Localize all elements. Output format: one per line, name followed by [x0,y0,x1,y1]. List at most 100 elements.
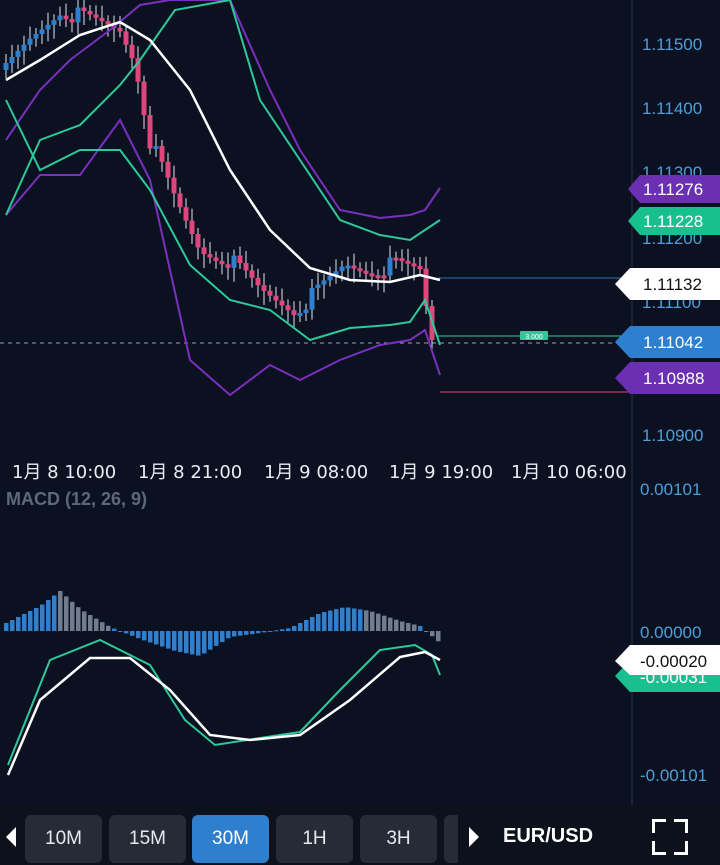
candle-body [357,268,363,272]
candle-body [33,34,39,39]
macd-histogram-bar [250,631,255,635]
macd-histogram-bar [346,607,351,631]
candle-body [57,15,63,21]
macd-histogram-bar [424,631,429,632]
candle-body [225,264,231,268]
candle-body [375,275,381,279]
timeframe-button-3h[interactable]: 3H [360,815,437,863]
candle-body [189,220,195,234]
macd-histogram-bar [184,631,189,654]
candle-body [63,15,69,19]
candle-body [213,257,219,261]
macd-histogram-bar [238,631,243,636]
timeframe-button-partial[interactable] [444,815,458,863]
macd-histogram-bar [136,631,141,639]
macd-histogram-bar [88,615,93,631]
candle-body [279,300,285,306]
macd-histogram-bar [166,631,171,649]
macd-histogram-bar [274,630,279,632]
macd-histogram-bar [106,625,111,631]
timeframe-button-10m[interactable]: 10M [25,815,102,863]
macd-histogram-bar [148,631,153,643]
time-axis-label: 1月 9 19:00 [389,462,493,483]
macd-histogram-bar [142,631,147,641]
macd-histogram-bar [310,617,315,631]
candle-body [309,288,315,310]
fullscreen-icon[interactable] [652,819,688,855]
candle-body [405,260,411,264]
candle-body [387,257,393,276]
macd-histogram-bar [10,620,15,631]
macd-signal-line [6,650,441,776]
macd-histogram-bar [268,631,273,632]
candle-body [417,266,423,269]
svg-text:1.11132: 1.11132 [643,275,702,294]
macd-histogram-bar [388,617,393,631]
macd-histogram-bar [202,631,207,654]
candle-body [9,56,15,63]
chart-area[interactable]: 3.000 1.11500 1.11400 1.11300 1.11200 1.… [0,0,720,805]
candle-body [171,177,177,194]
macd-histogram-bar [172,631,177,651]
macd-histogram-bar [400,621,405,631]
macd-lines [6,638,441,776]
candle-body [315,284,321,288]
macd-histogram-bar [58,591,63,631]
timeframe-toolbar: 10M 15M 30M 1H 3H EUR/USD [0,805,720,865]
macd-histogram-bar [262,631,267,633]
macd-histogram-bar [304,620,309,631]
scroll-left-arrow-icon[interactable] [6,827,16,847]
svg-text:1.11276: 1.11276 [643,180,703,199]
macd-histogram-bar [70,601,75,631]
macd-histogram-bar [316,614,321,631]
candle-body [135,58,141,82]
candle-body [423,268,429,306]
macd-histogram-bar [382,615,387,631]
macd-histogram-bar [376,613,381,631]
candle-body [231,255,237,268]
candle-body [243,263,249,271]
macd-histogram-bar [244,631,249,635]
macd-histogram-bar [406,623,411,631]
candle-body [165,161,171,178]
order-marker[interactable] [520,331,548,340]
macd-histogram-bar [28,611,33,631]
currency-pair-label[interactable]: EUR/USD [503,825,594,847]
bb-lower-inner-line [5,99,441,346]
macd-histogram-bar [112,628,117,631]
candle-body [267,290,273,296]
timeframe-button-15m[interactable]: 15M [109,815,186,863]
candle-body [123,31,129,45]
candle-body [195,234,201,248]
macd-histogram-bar [100,622,105,631]
macd-histogram-bar [280,629,285,631]
price-tag-bb-lower: 1.10988 [615,362,720,394]
candle-body [99,17,105,22]
candle-body [303,309,309,313]
candle-body [81,7,87,11]
scroll-right-arrow-icon[interactable] [469,827,479,847]
candle-body [273,295,279,301]
price-chart-svg[interactable]: 3.000 1.11500 1.11400 1.11300 1.11200 1.… [0,0,720,805]
macd-histogram-bar [256,631,261,634]
timeframe-button-1h[interactable]: 1H [276,815,353,863]
candle-body [339,266,345,272]
macd-histogram-bar [208,631,213,650]
candle-body [177,193,183,208]
candle-body [255,277,261,286]
time-axis-label: 1月 9 08:00 [264,462,368,483]
candle-body [69,19,75,23]
time-axis-label: 1月 10 06:00 [511,462,627,483]
timeframe-button-30m[interactable]: 30M [192,815,269,863]
macd-histogram-bar [322,612,327,631]
macd-histogram-bar [52,595,57,631]
price-tag-bb-inner: 1.11228 [628,207,720,235]
macd-histogram-bar [232,631,237,637]
time-axis-label: 1月 8 21:00 [138,462,242,483]
price-axis-label: 1.11500 [642,35,702,54]
bb-upper-outer-line [5,0,441,220]
macd-histogram-bar [412,624,417,631]
candle-body [45,24,51,30]
candle-body [237,255,243,263]
macd-histogram-bar [220,631,225,643]
